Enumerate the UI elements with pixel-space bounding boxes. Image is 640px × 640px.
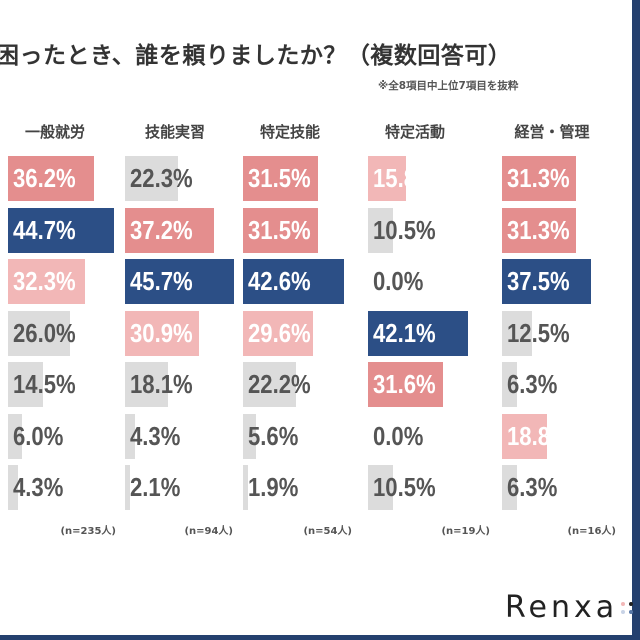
bar	[502, 156, 577, 201]
group-header: 技能実習	[144, 123, 206, 141]
bar	[368, 310, 469, 356]
data-label: 37.2%	[130, 214, 193, 245]
bar	[125, 413, 136, 459]
data-label: 36.2%	[13, 163, 76, 193]
bar	[243, 207, 318, 253]
bar	[502, 362, 517, 407]
data-label: 31.6%	[373, 369, 436, 399]
bar	[368, 156, 406, 201]
data-label: 15.8%	[373, 163, 436, 193]
bar	[368, 465, 393, 510]
data-label: 6.0%	[13, 420, 64, 451]
data-label: 0.0%	[373, 266, 424, 296]
bar	[8, 413, 23, 459]
data-label: 4.3%	[13, 472, 64, 502]
data-label: 1.9%	[248, 472, 299, 502]
data-label: 2.1%	[130, 472, 181, 502]
group-header: 特定技能	[259, 123, 321, 141]
sample-size-label: (n=94人)	[184, 526, 233, 537]
bar	[502, 207, 577, 253]
frame-border-right	[632, 0, 640, 640]
logo-dot-icon	[629, 610, 633, 614]
data-label: 18.1%	[130, 369, 193, 399]
data-label: 4.3%	[130, 420, 181, 451]
data-label: 22.3%	[130, 163, 193, 193]
bar	[8, 156, 95, 201]
data-label: 6.3%	[507, 369, 558, 399]
sample-size-label: (n=235人)	[60, 526, 116, 537]
bar	[8, 362, 43, 407]
chart-note: ※全8項目中上位7項目を抜粋	[378, 80, 519, 92]
bar	[125, 259, 234, 304]
bar	[243, 259, 345, 304]
sample-size-label: (n=16人)	[567, 526, 616, 537]
data-label: 12.5%	[507, 317, 570, 348]
data-label: 30.9%	[130, 317, 193, 348]
data-label: 10.5%	[373, 214, 436, 245]
frame-border-bottom	[0, 635, 640, 640]
bar	[502, 413, 547, 459]
data-label: 37.5%	[507, 266, 570, 296]
logo-dot-icon	[629, 602, 633, 606]
bar	[8, 310, 70, 356]
bar	[243, 310, 314, 356]
data-label: 31.3%	[507, 214, 570, 245]
group-header: 特定活動	[384, 123, 446, 141]
data-label: 45.7%	[130, 266, 193, 296]
data-label: 42.6%	[248, 266, 311, 296]
data-label: 14.5%	[13, 369, 76, 399]
data-label: 18.8%	[507, 420, 570, 451]
group-header: 一般就労	[24, 123, 86, 141]
bar	[8, 207, 115, 253]
data-label: 31.5%	[248, 214, 311, 245]
bar	[502, 259, 592, 304]
bar	[8, 259, 85, 304]
sample-size-label: (n=54人)	[303, 526, 352, 537]
group-header: 経営・管理	[514, 123, 590, 141]
bar	[243, 156, 318, 201]
data-label: 31.5%	[248, 163, 311, 193]
bar	[125, 465, 130, 510]
bar	[125, 362, 169, 407]
bar	[502, 310, 532, 356]
data-label: 44.7%	[13, 214, 76, 245]
bar	[243, 413, 257, 459]
data-label: 32.3%	[13, 266, 76, 296]
bar	[125, 207, 214, 253]
bar	[8, 465, 19, 510]
bar	[243, 362, 296, 407]
data-label: 42.1%	[373, 317, 436, 348]
logo-dot-icon	[621, 602, 625, 606]
bar	[243, 465, 248, 510]
renxa-logo: Renxa	[505, 590, 619, 625]
data-label: 10.5%	[373, 472, 436, 502]
data-label: 31.3%	[507, 163, 570, 193]
data-label: 5.6%	[248, 420, 299, 451]
sample-size-label: (n=19人)	[441, 526, 490, 537]
data-label: 26.0%	[13, 317, 76, 348]
bar	[125, 156, 179, 201]
bar	[502, 465, 517, 510]
data-label: 0.0%	[373, 420, 424, 451]
bar	[368, 207, 393, 253]
bar	[125, 310, 199, 356]
data-label: 22.2%	[248, 369, 311, 399]
logo-dot-icon	[621, 610, 625, 614]
bar	[368, 362, 444, 407]
chart-title: 困ったとき、誰を頼りましたか？（複数回答可）	[0, 43, 512, 69]
data-label: 29.6%	[248, 317, 311, 348]
data-label: 6.3%	[507, 472, 558, 502]
